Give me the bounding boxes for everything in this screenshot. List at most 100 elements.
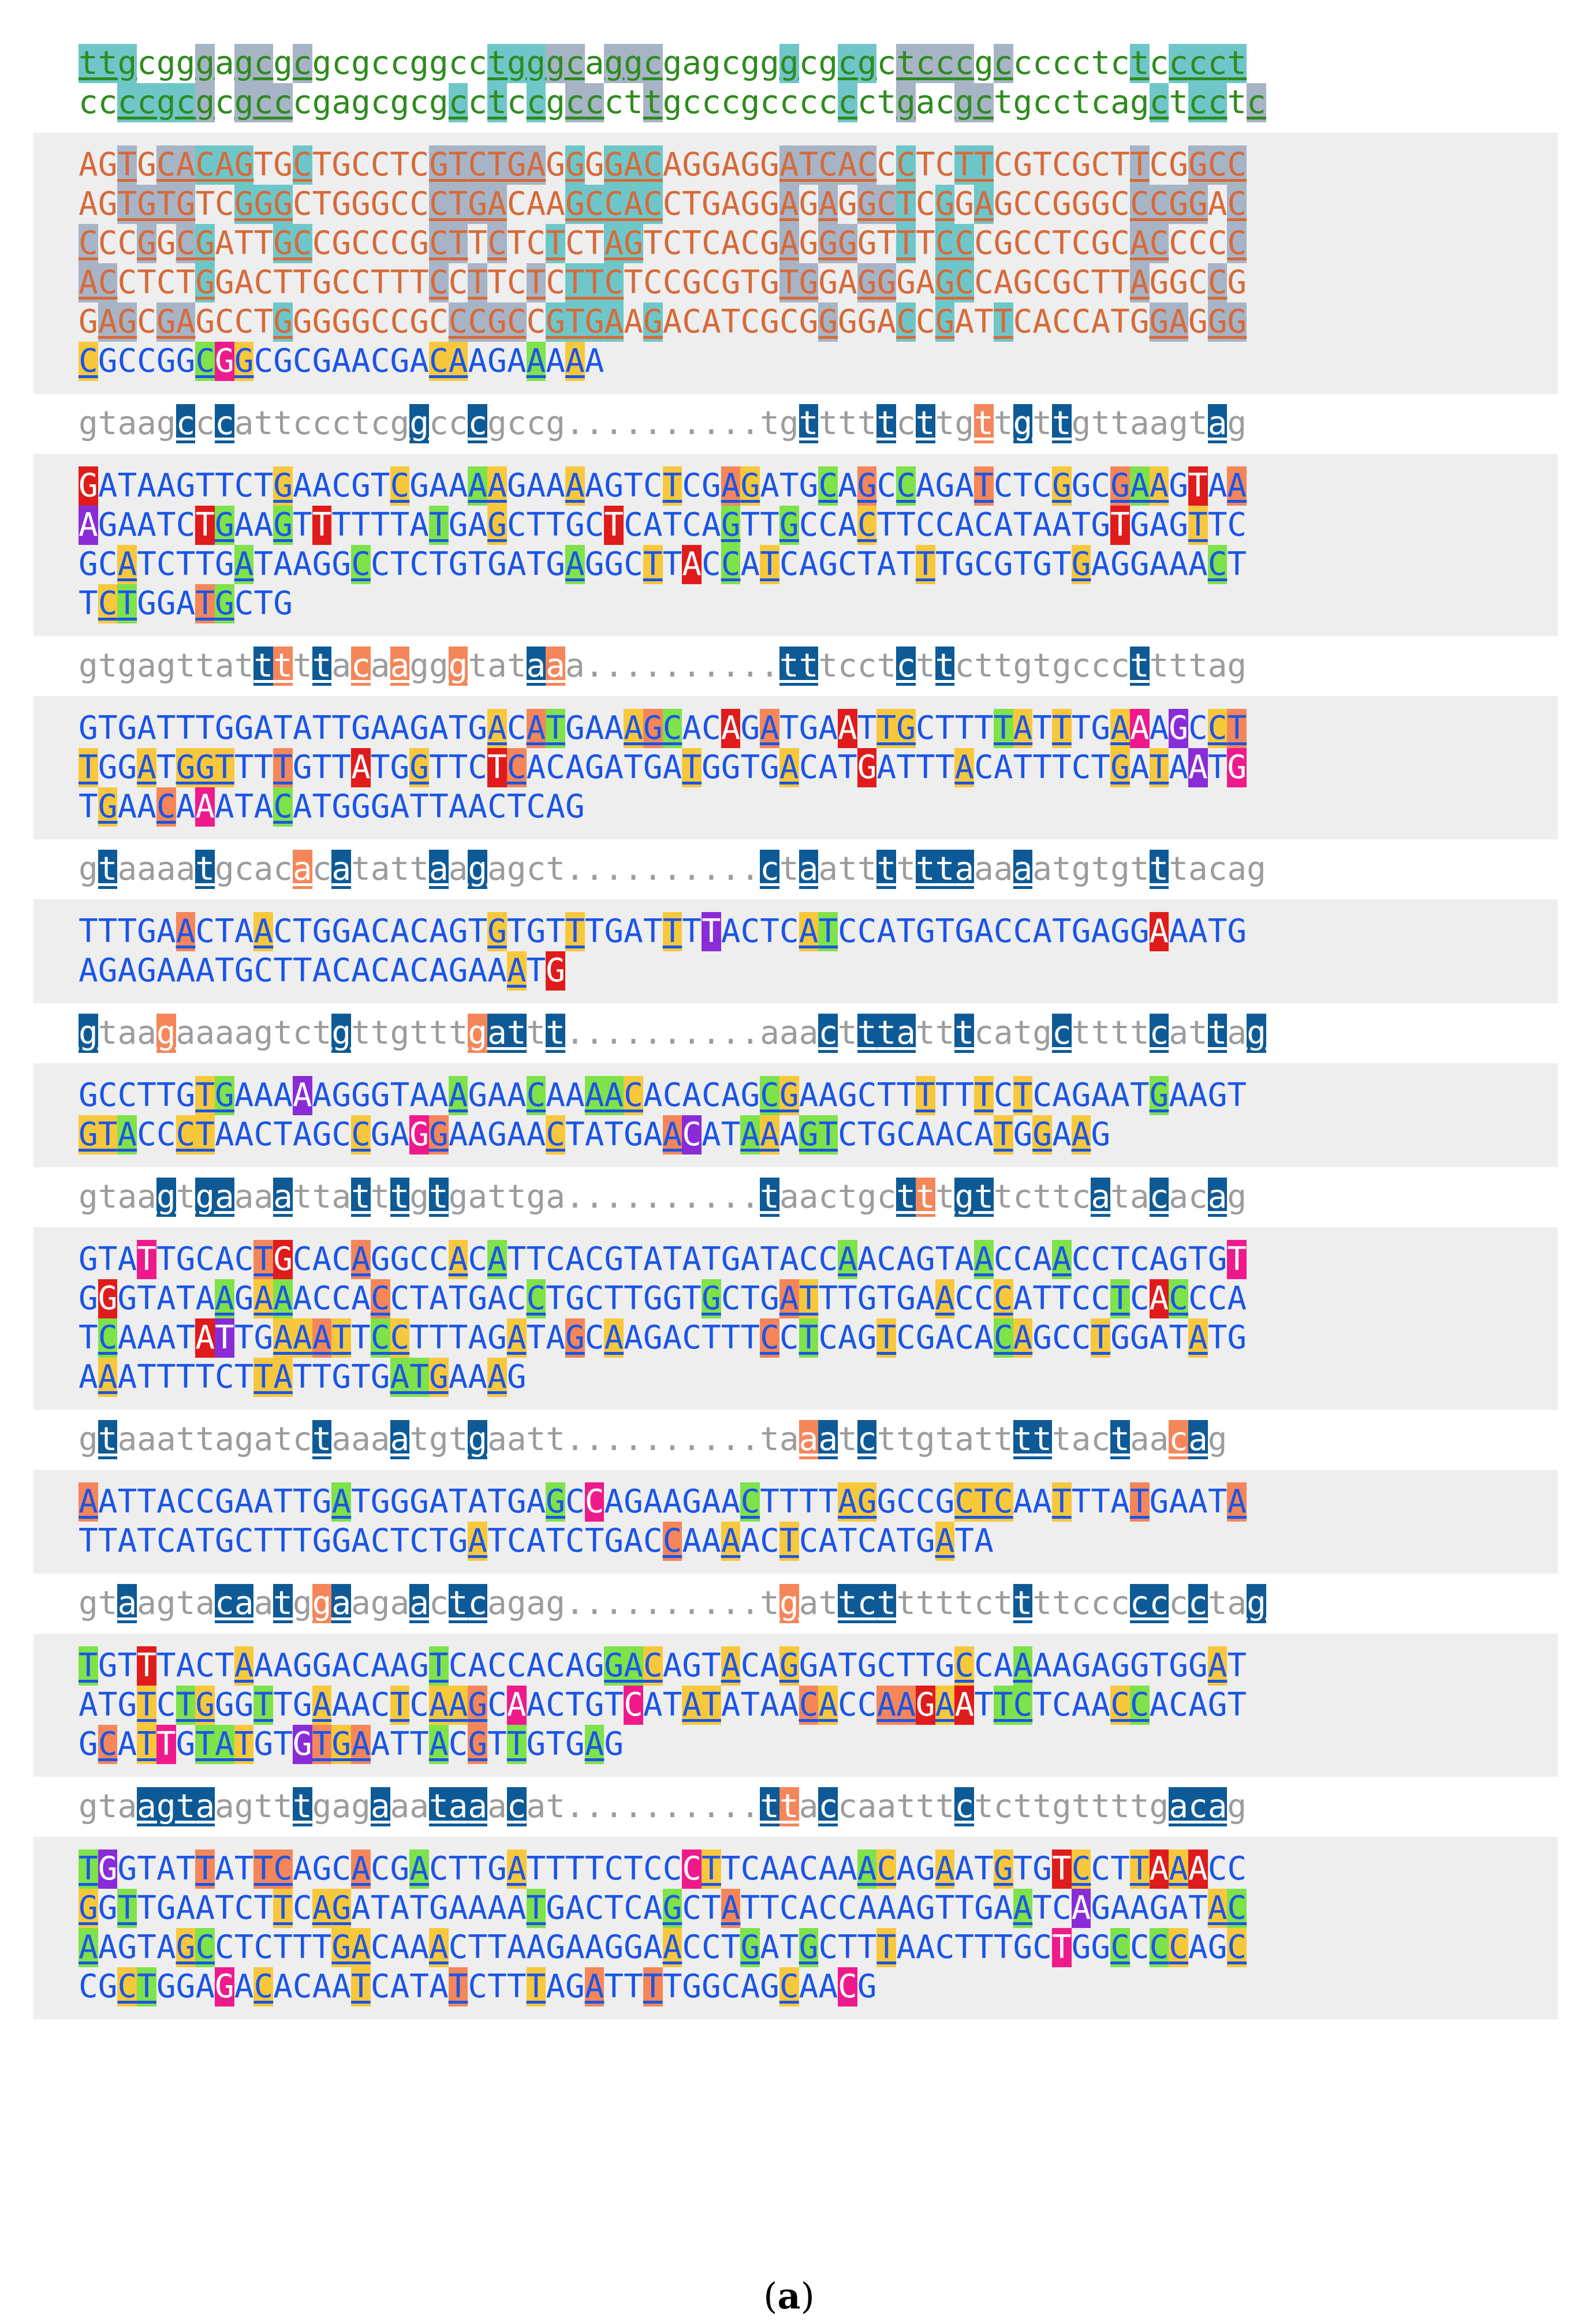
nucleotide: A [876, 1686, 897, 1725]
nucleotide: A [546, 788, 565, 825]
nucleotide: A [351, 1280, 371, 1317]
nucleotide: C [740, 303, 760, 341]
nucleotide: t [273, 1584, 293, 1623]
nucleotide: c [468, 44, 488, 82]
nucleotide: g [487, 405, 507, 442]
nucleotide: A [935, 1116, 955, 1153]
nucleotide: C [506, 748, 527, 787]
nucleotide: T [1091, 1483, 1111, 1520]
nucleotide: G [1129, 545, 1150, 583]
nucleotide: G [1110, 545, 1130, 583]
nucleotide: G [974, 1889, 994, 1927]
nucleotide: G [98, 1968, 118, 2005]
nucleotide: g [390, 1014, 410, 1052]
nucleotide: A [760, 467, 779, 505]
nucleotide: C [1051, 303, 1072, 341]
sequence-line: gtaagaaaagtctgttgtttgattt..........aaact… [79, 1014, 1558, 1053]
nucleotide: C [468, 302, 488, 342]
nucleotide: G [98, 952, 118, 989]
nucleotide: T [351, 1483, 371, 1520]
nucleotide: T [1013, 506, 1033, 544]
nucleotide: A [292, 709, 312, 747]
nucleotide: a [565, 647, 585, 685]
nucleotide: G [1013, 146, 1033, 184]
nucleotide: C [117, 1967, 137, 2007]
nucleotide: . [740, 1014, 760, 1052]
nucleotide: G [1071, 1647, 1091, 1684]
nucleotide: A [818, 709, 838, 747]
nucleotide: g [468, 1420, 488, 1459]
nucleotide: T [253, 225, 274, 262]
nucleotide: A [215, 788, 234, 825]
sequence-line: GTGATTTGGATATTGAAGATGACATGAAAGCACAGATGAA… [79, 709, 1558, 748]
nucleotide: T [760, 913, 779, 950]
nucleotide: C [176, 1483, 196, 1520]
nucleotide: . [604, 1014, 624, 1052]
nucleotide: g [1227, 1788, 1247, 1825]
nucleotide: C [1227, 506, 1247, 544]
nucleotide: C [409, 913, 429, 950]
nucleotide: . [721, 1014, 741, 1052]
nucleotide: G [896, 709, 916, 748]
nucleotide: a [857, 1788, 877, 1825]
nucleotide: A [351, 1889, 371, 1927]
nucleotide: A [624, 303, 643, 341]
nucleotide: A [156, 913, 176, 950]
nucleotide: C [1091, 1241, 1111, 1278]
nucleotide: T [253, 545, 274, 583]
nucleotide: T [565, 1116, 585, 1153]
nucleotide: T [487, 1522, 507, 1560]
nucleotide: A [954, 303, 975, 341]
nucleotide: T [137, 1929, 156, 1966]
nucleotide: C [195, 1241, 215, 1278]
nucleotide: C [292, 1889, 312, 1927]
nucleotide: T [312, 749, 332, 786]
nucleotide: A [331, 1686, 352, 1724]
nucleotide: t [935, 1178, 955, 1216]
nucleotide: t [351, 405, 371, 442]
nucleotide: T [98, 1241, 118, 1278]
nucleotide: G [253, 1319, 274, 1357]
nucleotide: T [370, 264, 390, 301]
nucleotide: G [176, 1928, 196, 1967]
exon-band: TGTTTACTAAAGGACAAGTCACCACAGGACAGTACAGGAT… [33, 1634, 1558, 1777]
nucleotide: t [915, 404, 935, 443]
nucleotide: a [1129, 1178, 1150, 1216]
nucleotide: C [838, 1967, 857, 2007]
nucleotide: G [79, 709, 98, 747]
nucleotide: G [682, 264, 702, 301]
nucleotide: a [292, 850, 312, 889]
nucleotide: A [546, 1968, 565, 2005]
nucleotide: T [468, 545, 488, 583]
nucleotide: A [526, 709, 546, 748]
nucleotide: C [409, 545, 429, 583]
nucleotide: a [779, 1421, 799, 1458]
nucleotide: C [624, 506, 643, 544]
nucleotide: G [584, 749, 605, 786]
nucleotide: G [448, 545, 468, 583]
nucleotide: G [215, 506, 234, 545]
nucleotide: a [468, 1178, 488, 1216]
nucleotide: T [779, 467, 799, 505]
nucleotide: A [390, 1116, 410, 1153]
nucleotide: c [1110, 1585, 1130, 1622]
nucleotide: A [662, 146, 682, 184]
nucleotide: T [176, 545, 196, 583]
nucleotide: T [954, 1077, 975, 1114]
nucleotide: T [195, 584, 215, 623]
nucleotide: T [1032, 709, 1052, 747]
nucleotide: g [1227, 405, 1247, 442]
sequence-line: AATTACCGAATTGATGGGATATGAGCCAGAAGAACTTTTA… [79, 1482, 1558, 1522]
nucleotide: c [1149, 83, 1169, 122]
nucleotide: T [137, 1483, 156, 1520]
nucleotide: t [1110, 1014, 1130, 1052]
nucleotide: G [1110, 748, 1130, 787]
nucleotide: c [1188, 83, 1208, 122]
nucleotide: G [526, 1725, 546, 1763]
nucleotide: a [331, 1788, 352, 1825]
nucleotide: C [779, 913, 799, 950]
nucleotide: G [760, 264, 779, 301]
nucleotide: A [448, 467, 468, 505]
nucleotide: c [915, 44, 935, 83]
nucleotide: . [740, 1421, 760, 1458]
